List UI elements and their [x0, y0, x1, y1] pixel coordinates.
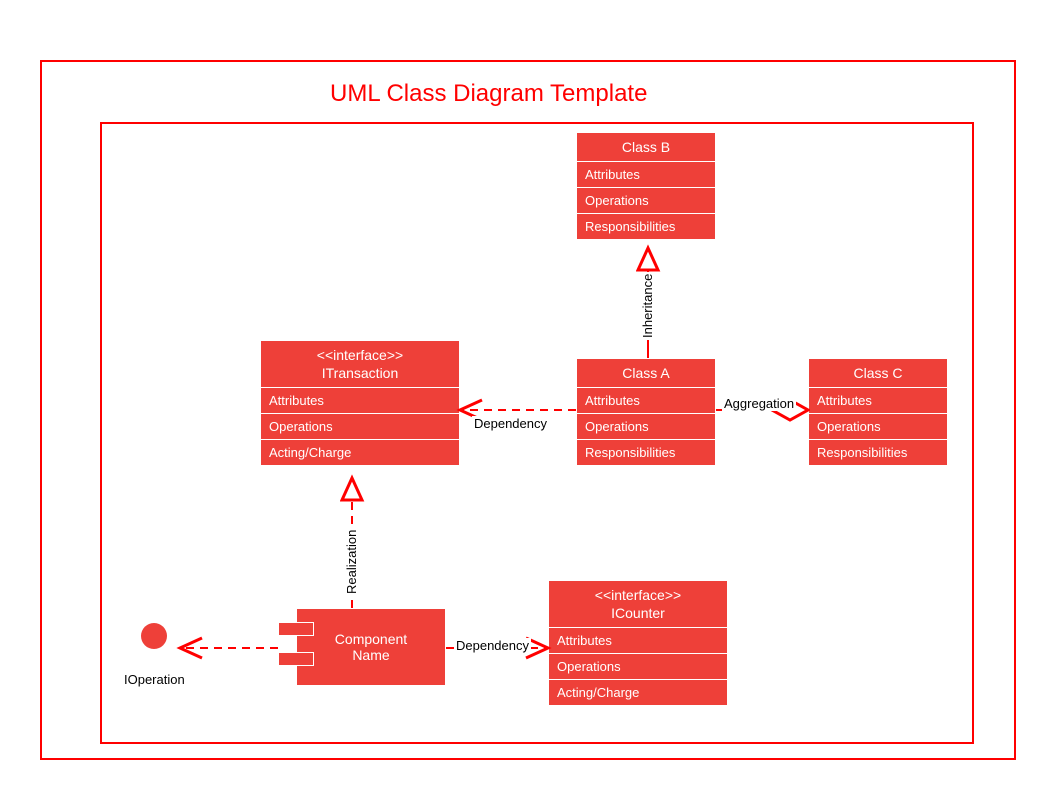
class-b-row: Operations — [577, 188, 715, 214]
icounter-box: <<interface>> ICounter Attributes Operat… — [548, 580, 728, 706]
interface-name: ITransaction — [269, 364, 451, 382]
icounter-row: Attributes — [549, 628, 727, 654]
class-b-row: Attributes — [577, 162, 715, 188]
lollipop-icon — [141, 623, 167, 649]
class-c-row: Responsibilities — [809, 440, 947, 465]
component-label: Name — [297, 647, 445, 663]
icounter-header: <<interface>> ICounter — [549, 581, 727, 628]
ioperation-label: IOperation — [122, 672, 187, 687]
class-c-row: Attributes — [809, 388, 947, 414]
itransaction-header: <<interface>> ITransaction — [261, 341, 459, 388]
class-b-row: Responsibilities — [577, 214, 715, 239]
itransaction-row: Attributes — [261, 388, 459, 414]
class-b-header: Class B — [577, 133, 715, 162]
component-label: Component — [297, 631, 445, 647]
class-c-row: Operations — [809, 414, 947, 440]
class-c-header: Class C — [809, 359, 947, 388]
interface-name: ICounter — [557, 604, 719, 622]
component-box: Component Name — [296, 608, 446, 686]
class-a-header: Class A — [577, 359, 715, 388]
class-a-row: Attributes — [577, 388, 715, 414]
stereotype-label: <<interface>> — [557, 586, 719, 604]
class-a-box: Class A Attributes Operations Responsibi… — [576, 358, 716, 466]
dependency2-label: Dependency — [454, 638, 531, 653]
itransaction-box: <<interface>> ITransaction Attributes Op… — [260, 340, 460, 466]
aggregation-label: Aggregation — [722, 396, 796, 411]
icounter-row: Operations — [549, 654, 727, 680]
stereotype-label: <<interface>> — [269, 346, 451, 364]
component-tab — [278, 622, 314, 636]
itransaction-row: Acting/Charge — [261, 440, 459, 465]
class-a-row: Operations — [577, 414, 715, 440]
class-a-row: Responsibilities — [577, 440, 715, 465]
dependency1-label: Dependency — [472, 416, 549, 431]
class-c-box: Class C Attributes Operations Responsibi… — [808, 358, 948, 466]
itransaction-row: Operations — [261, 414, 459, 440]
class-b-box: Class B Attributes Operations Responsibi… — [576, 132, 716, 240]
diagram-title: UML Class Diagram Template — [330, 80, 647, 108]
icounter-row: Acting/Charge — [549, 680, 727, 705]
inheritance-label: Inheritance — [640, 272, 655, 340]
realization-label: Realization — [344, 528, 359, 596]
component-tab — [278, 652, 314, 666]
